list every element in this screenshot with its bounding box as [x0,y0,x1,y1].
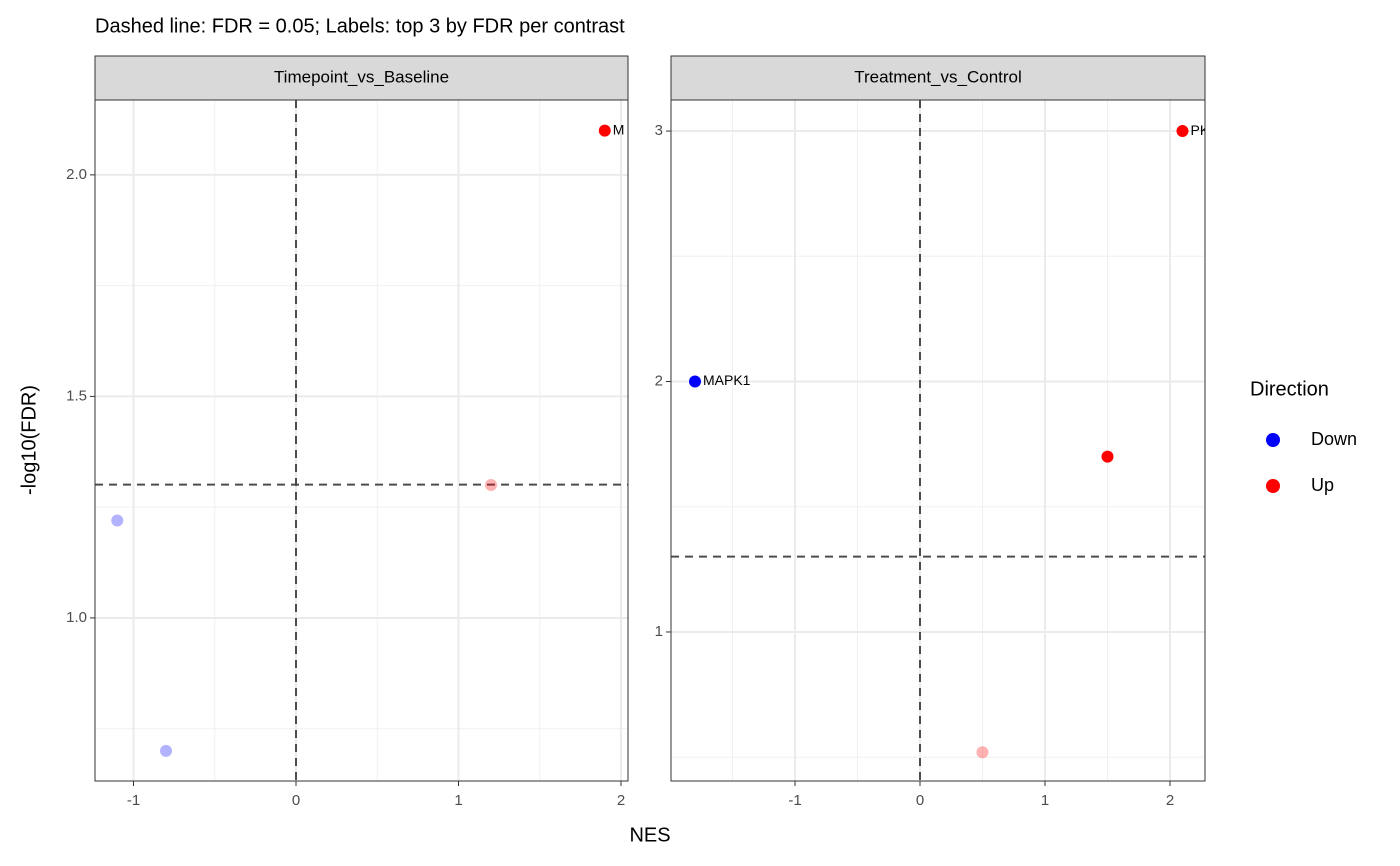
strip-label: Treatment_vs_Control [854,67,1022,86]
legend-marker [1266,479,1280,493]
y-tick-label: 2.0 [66,166,87,183]
x-tick-label: 1 [1041,792,1049,809]
x-tick-label: -1 [788,792,801,809]
legend-label: Down [1311,429,1357,449]
x-tick-label: 0 [916,792,924,809]
y-tick-label: 2 [655,372,663,389]
x-tick-label: 0 [292,792,300,809]
point [598,124,611,137]
point [689,375,701,388]
point [160,744,173,757]
point [111,514,124,527]
point [1101,450,1114,463]
x-tick-label: 2 [617,792,625,809]
x-tick-label: -1 [127,792,140,809]
y-tick-label: 3 [655,122,663,139]
panel-border [94,99,629,782]
panel: M [95,100,628,781]
y-axis-label: -log10(FDR) [18,385,40,495]
point-label: M [613,121,625,137]
point-label: MAPK1 [703,372,751,388]
panel-border [670,99,1206,782]
y-tick-label: 1 [655,623,663,640]
panel: PK MAPK1 [671,100,1210,781]
legend-title: Direction [1250,378,1329,400]
point [976,746,989,759]
x-tick-label: 2 [1166,792,1174,809]
x-axis-label: NES [629,824,670,846]
legend-label: Up [1311,475,1334,495]
strip [94,55,629,101]
legend-marker [1266,433,1280,447]
y-tick-label: 1.5 [66,387,87,404]
point-label: PK [1191,122,1210,138]
point [1176,125,1189,138]
chart-title: Dashed line: FDR = 0.05; Labels: top 3 b… [95,15,625,37]
x-tick-label: 1 [454,792,462,809]
point [485,479,498,492]
strip-label: Timepoint_vs_Baseline [274,67,449,86]
y-tick-label: 1.0 [66,609,87,626]
